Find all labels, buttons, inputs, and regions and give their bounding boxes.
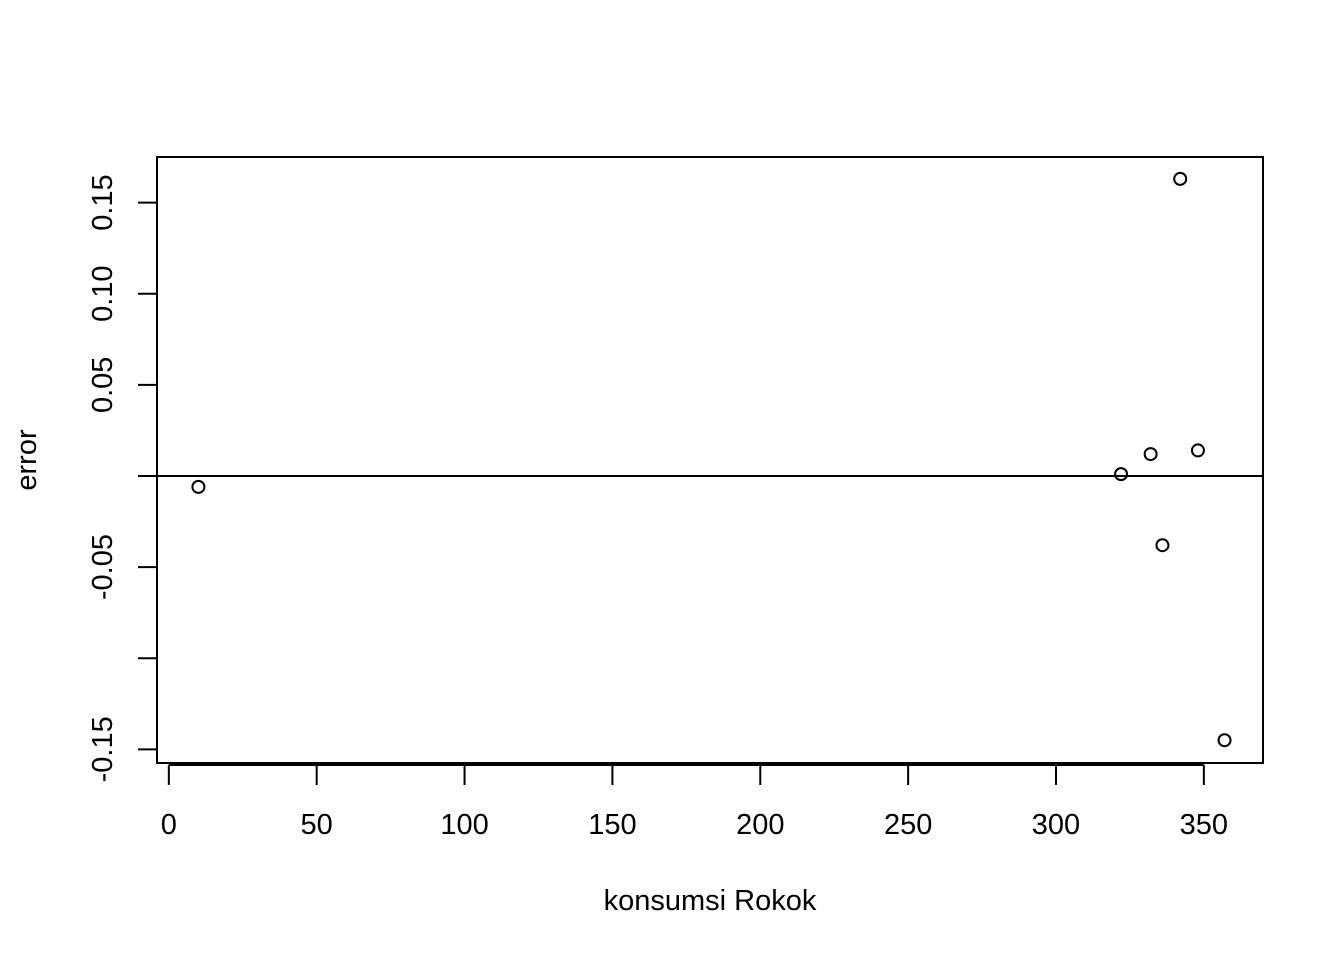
data-point — [191, 479, 206, 494]
x-tick-label: 100 — [440, 809, 488, 841]
y-tick-label: 0.05 — [87, 357, 119, 413]
data-point — [1217, 733, 1232, 748]
plot-frame — [156, 156, 1264, 764]
y-tick-label: -0.15 — [87, 716, 119, 782]
x-tick-label: 250 — [884, 809, 932, 841]
y-tick-label: -0.05 — [87, 534, 119, 600]
y-axis-label: error — [11, 429, 43, 491]
x-axis-label: konsumsi Rokok — [604, 885, 817, 917]
y-tick-label: 0.15 — [87, 174, 119, 230]
data-point — [1190, 443, 1205, 458]
x-tick-label: 0 — [161, 809, 177, 841]
x-tick-label: 150 — [588, 809, 636, 841]
data-point — [1143, 447, 1158, 462]
y-tick-label: 0.10 — [87, 265, 119, 321]
data-point — [1114, 467, 1129, 482]
x-tick-label: 350 — [1180, 809, 1228, 841]
x-axis: 0 50 100 150 200 250 300 350 — [161, 764, 1228, 841]
x-tick-label: 300 — [1032, 809, 1080, 841]
data-point — [1173, 171, 1188, 186]
data-points — [191, 171, 1232, 748]
x-tick-label: 200 — [736, 809, 784, 841]
x-tick-label: 50 — [301, 809, 333, 841]
data-point — [1155, 538, 1170, 553]
